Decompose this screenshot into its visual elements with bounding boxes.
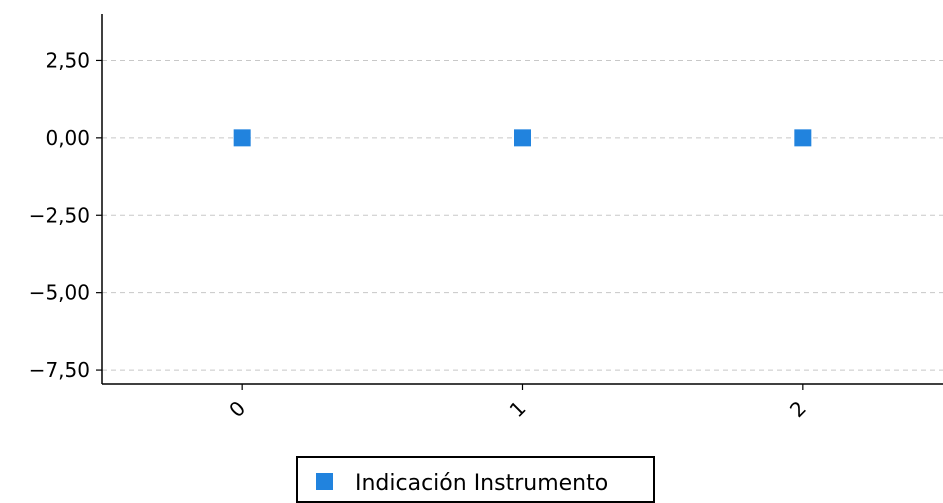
y-tick-label: 0,00 bbox=[45, 126, 90, 150]
data-point bbox=[233, 129, 251, 147]
x-tick-label: 0 bbox=[224, 396, 250, 422]
grid-lines bbox=[102, 59, 943, 371]
y-tick-label: −2,50 bbox=[29, 203, 90, 227]
x-tick-label: 1 bbox=[505, 396, 531, 422]
x-tick-label: 2 bbox=[785, 396, 811, 422]
axes bbox=[101, 14, 943, 385]
data-point bbox=[794, 129, 812, 147]
y-tick-label: −7,50 bbox=[29, 358, 90, 382]
y-tick-label: 2,50 bbox=[45, 48, 90, 72]
data-point bbox=[514, 129, 531, 147]
y-ticks: 2,50 0,00 −2,50 −5,00 −7,50 bbox=[29, 48, 102, 382]
x-ticks: 0 1 2 bbox=[224, 384, 811, 422]
legend-box bbox=[296, 456, 655, 503]
data-points bbox=[233, 129, 812, 147]
legend: Indicación Instrumento bbox=[296, 456, 655, 503]
y-tick-label: −5,00 bbox=[29, 281, 90, 305]
legend-label: Indicación Instrumento bbox=[355, 471, 608, 496]
legend-swatch bbox=[316, 473, 333, 490]
